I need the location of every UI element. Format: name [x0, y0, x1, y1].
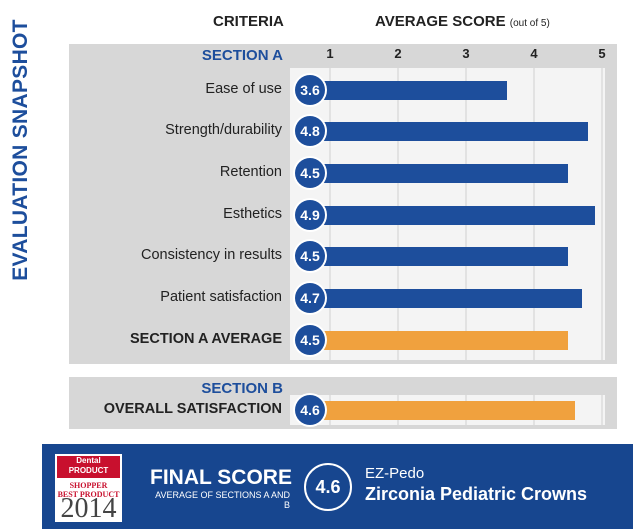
side-title-panel: EVALUATION SNAPSHOT — [0, 0, 42, 529]
logo-year: 2014 — [60, 493, 117, 524]
final-score-badge: 4.6 — [304, 463, 352, 511]
row-label: Consistency in results — [140, 247, 282, 263]
logo-line-2: PRODUCT — [68, 466, 109, 475]
x-tick-label: 4 — [530, 46, 538, 61]
score-value-badge: 4.8 — [295, 116, 325, 146]
product-brand: EZ-Pedo — [365, 465, 425, 482]
final-score-label: FINAL SCORE — [150, 466, 292, 489]
x-tick-label: 1 — [326, 46, 334, 61]
row-label: SECTION A AVERAGE — [130, 331, 282, 347]
score-value-badge: 4.5 — [295, 158, 325, 188]
final-score-sub: AVERAGE OF SECTIONS A AND B — [155, 490, 290, 510]
x-tick-label: 2 — [394, 46, 402, 61]
row-label: Ease of use — [205, 81, 282, 97]
section-a-label: SECTION A — [201, 47, 283, 64]
score-header: AVERAGE SCORE (out of 5) — [375, 13, 550, 30]
section-b-label: SECTION B — [201, 380, 283, 397]
score-bar — [318, 206, 596, 225]
score-value-badge: 4.7 — [295, 283, 325, 313]
final-score-footer: Dental PRODUCT SHOPPER BEST PRODUCT 2014… — [42, 444, 633, 529]
score-bar — [318, 122, 589, 141]
x-tick-label: 5 — [598, 46, 606, 61]
average-bar — [318, 331, 568, 350]
score-value-badge: 4.9 — [295, 200, 325, 230]
score-bar — [318, 81, 507, 100]
score-value-badge: 4.6 — [295, 395, 325, 425]
logo-line-1: Dental — [76, 456, 101, 465]
score-value-badge: 3.6 — [295, 75, 325, 105]
row-label: OVERALL SATISFACTION — [103, 401, 282, 417]
criteria-header: CRITERIA — [213, 13, 284, 30]
score-bar — [318, 289, 582, 308]
product-name: Zirconia Pediatric Crowns — [365, 484, 588, 504]
score-bar — [318, 164, 568, 183]
row-label: Strength/durability — [165, 122, 282, 138]
score-header-note: (out of 5) — [509, 18, 550, 29]
best-product-logo: Dental PRODUCT SHOPPER BEST PRODUCT 2014 — [55, 454, 122, 524]
score-value-badge: 4.5 — [295, 325, 325, 355]
row-label: Esthetics — [223, 206, 282, 222]
score-value-badge: 4.5 — [295, 241, 325, 271]
logo-brand: Dental PRODUCT — [57, 456, 120, 478]
logo-line-3: SHOPPER — [69, 481, 108, 490]
side-title: EVALUATION SNAPSHOT — [9, 19, 32, 281]
score-header-text: AVERAGE SCORE — [375, 13, 506, 30]
average-bar — [318, 401, 575, 420]
row-label: Patient satisfaction — [160, 289, 282, 305]
score-bar — [318, 247, 568, 266]
logo-best: SHOPPER BEST PRODUCT — [55, 481, 122, 499]
logo-best-text: BEST PRODUCT — [57, 490, 120, 499]
row-label: Retention — [219, 164, 282, 180]
x-tick-label: 3 — [462, 46, 470, 61]
